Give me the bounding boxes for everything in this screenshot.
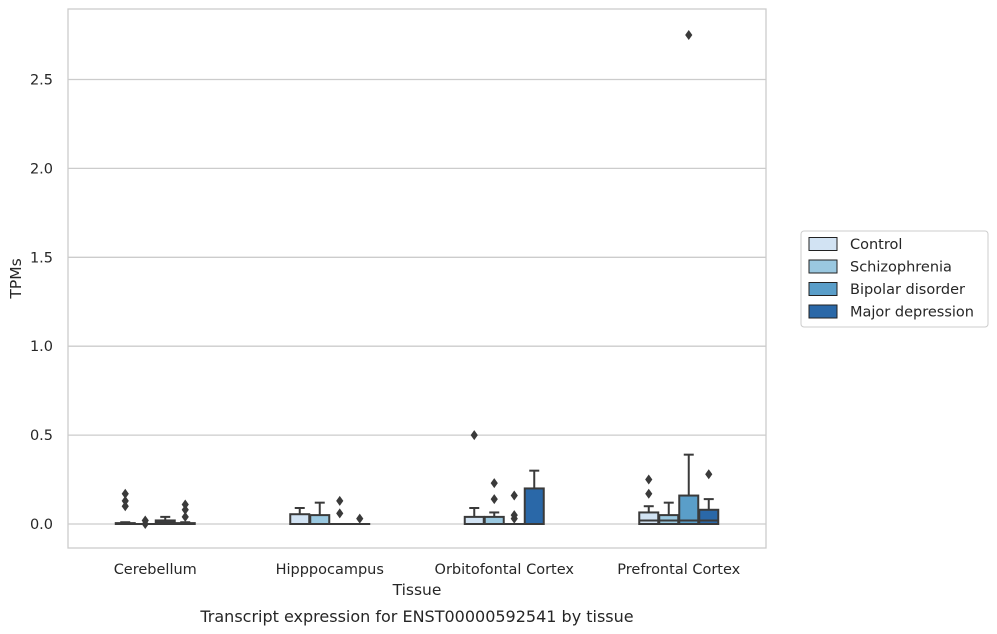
legend-label: Major depression (850, 305, 974, 321)
legend-frame (800, 230, 989, 328)
chart-caption: Transcript expression for ENST0000059254… (199, 607, 633, 626)
y-axis-title: TPMs (7, 258, 25, 299)
box (503, 490, 525, 526)
box-body (638, 511, 660, 525)
box-body (309, 514, 331, 525)
legend: Control Schizophrenia Bipolar disorder Majo… (800, 230, 989, 328)
legend-swatch (808, 304, 838, 319)
outlier-point (141, 515, 149, 526)
box-body (523, 487, 545, 526)
y-tick-label: 0.0 (30, 517, 53, 533)
outlier-point (510, 490, 518, 501)
outlier-point (336, 495, 344, 506)
series-major-depression (174, 469, 720, 526)
y-tick-label: 2.0 (30, 161, 53, 177)
box (638, 474, 660, 525)
outlier-point (356, 513, 364, 524)
box-series (114, 30, 720, 529)
outlier-point (336, 508, 344, 519)
x-tick-label: Hipppocampus (276, 562, 384, 578)
legend-entry: Control (808, 237, 902, 253)
outlier-point (645, 474, 653, 485)
box (309, 501, 331, 525)
box-body (463, 515, 485, 526)
series-control (114, 430, 660, 526)
box (463, 430, 485, 526)
box (154, 515, 176, 525)
y-tick-label: 1.0 (30, 339, 53, 355)
box (658, 501, 680, 525)
legend-entry: Bipolar disorder (808, 282, 965, 298)
y-tick-labels: 0.0 0.5 1.0 1.5 2.0 2.5 (30, 73, 53, 534)
box (698, 469, 720, 526)
outlier-point (685, 30, 693, 41)
x-tick-label: Orbitofontal Cortex (435, 562, 575, 578)
outlier-point (121, 495, 129, 506)
outlier-point (705, 469, 713, 480)
box (174, 499, 196, 526)
box-body (289, 513, 311, 526)
outlier-point (181, 504, 189, 515)
y-tick-label: 0.5 (30, 428, 53, 444)
box-body (698, 508, 720, 526)
box (349, 513, 371, 526)
outlier-point (490, 494, 498, 505)
outlier-point (510, 510, 518, 521)
outlier-point (645, 488, 653, 499)
legend-label: Schizophrenia (850, 260, 952, 276)
legend-entry: Major depression (808, 304, 974, 321)
series-schizophrenia (134, 478, 680, 529)
box (134, 515, 156, 529)
legend-items: Control Schizophrenia Bipolar disorder Majo… (808, 237, 974, 321)
legend-entry: Schizophrenia (808, 259, 952, 276)
box (678, 30, 700, 526)
outlier-point (470, 430, 478, 441)
box (289, 506, 311, 526)
x-axis-title: Tissue (392, 581, 442, 599)
y-tick-label: 2.5 (30, 73, 53, 89)
box (329, 495, 351, 526)
x-tick-label: Cerebellum (114, 562, 197, 578)
legend-label: Control (850, 237, 902, 253)
series-bipolar-disorder (154, 30, 700, 526)
legend-swatch (808, 259, 838, 274)
outlier-point (121, 501, 129, 512)
legend-label: Bipolar disorder (850, 282, 965, 298)
legend-swatch (808, 282, 838, 296)
x-tick-labels: Cerebellum Hipppocampus Orbitofontal Corte… (114, 562, 741, 578)
box (523, 469, 545, 526)
y-tick-label: 1.5 (30, 250, 53, 266)
box (483, 478, 505, 526)
box-body (483, 515, 505, 526)
outlier-point (181, 499, 189, 510)
legend-swatch (808, 237, 838, 251)
grid-lines (68, 78, 766, 525)
outlier-point (121, 488, 129, 499)
plot-frame (67, 8, 767, 549)
box (114, 488, 136, 526)
outlier-point (181, 511, 189, 522)
x-tick-label: Prefrontal Cortex (617, 562, 740, 578)
outlier-point (490, 478, 498, 489)
